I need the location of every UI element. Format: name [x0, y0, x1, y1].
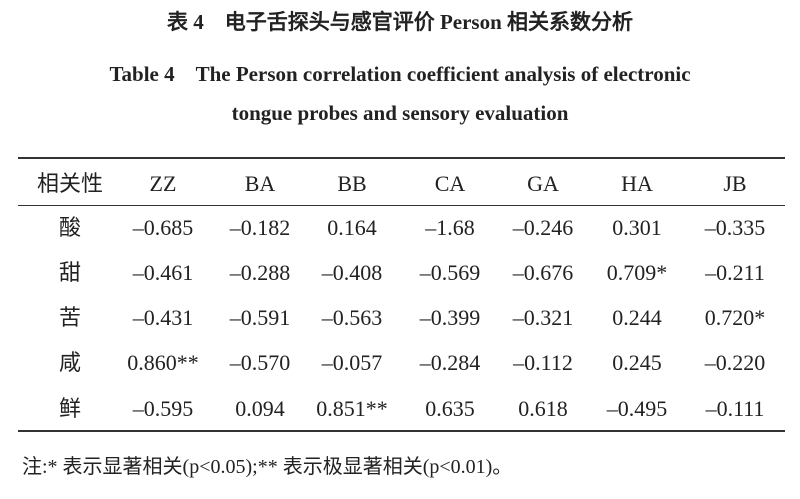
- table-note: 注:* 表示显著相关(p<0.05);** 表示极显著相关(p<0.01)。: [22, 456, 513, 478]
- table-header-rule: [18, 205, 785, 206]
- table-cell: 0.094: [235, 396, 285, 421]
- row-label: 咸: [58, 350, 82, 375]
- table-top-rule: [18, 157, 785, 159]
- table-cell: BB: [337, 171, 367, 196]
- table-cell: GA: [527, 171, 559, 196]
- table-row: 咸 0.860** –0.570 –0.057 –0.284 –0.112 0.245 –0.…: [18, 343, 785, 383]
- table-cell: –0.591: [229, 305, 291, 330]
- table-cell: –0.288: [229, 260, 291, 285]
- table-cell: 0.618: [518, 396, 568, 421]
- table-cell: –0.246: [512, 215, 574, 240]
- table-cell: 0.164: [327, 215, 377, 240]
- table-cell: BA: [244, 171, 276, 196]
- table-cell: –0.284: [419, 350, 481, 375]
- table-cell: –0.461: [132, 260, 194, 285]
- table-row: 甜 –0.461 –0.288 –0.408 –0.569 –0.676 0.709* –0.…: [18, 253, 785, 293]
- table-cell: 0.245: [612, 350, 662, 375]
- table-bottom-rule: [18, 430, 785, 432]
- table-cell: –0.211: [705, 260, 765, 285]
- table-cell: –0.335: [704, 215, 766, 240]
- table-cell: 0.244: [612, 305, 662, 330]
- table-cell: 0.851**: [316, 396, 388, 421]
- table-title-english-line2: tongue probes and sensory evaluation: [231, 101, 569, 125]
- table-cell: –0.676: [512, 260, 574, 285]
- table-cell: –0.321: [512, 305, 574, 330]
- table-cell: CA: [434, 171, 466, 196]
- row-label: 鲜: [58, 396, 82, 421]
- table-cell: –1.68: [425, 215, 475, 240]
- table-cell: –0.057: [321, 350, 383, 375]
- table-cell: JB: [723, 171, 747, 196]
- table-cell: –0.595: [132, 396, 194, 421]
- table-cell: –0.399: [419, 305, 481, 330]
- table-cell: –0.495: [606, 396, 668, 421]
- table-title-english-line1: Table 4 The Person correlation coefficie…: [109, 62, 691, 86]
- table-cell: –0.182: [229, 215, 291, 240]
- row-label: 苦: [58, 305, 82, 330]
- table-cell: 0.860**: [127, 350, 199, 375]
- table-cell: 0.720*: [704, 305, 766, 330]
- table-header-row: 相关性 ZZ BA BB CA GA HA JB: [18, 164, 785, 204]
- table-cell: –0.220: [704, 350, 766, 375]
- table-cell: –0.111: [705, 396, 765, 421]
- table-cell: –0.112: [513, 350, 573, 375]
- table-title-chinese: 表 4 电子舌探头与感官评价 Person 相关系数分析: [166, 10, 634, 34]
- table-cell: –0.570: [229, 350, 291, 375]
- table-cell: –0.563: [321, 305, 383, 330]
- table-row: 酸 –0.685 –0.182 0.164 –1.68 –0.246 0.301 –0.335: [18, 208, 785, 248]
- table-cell: 0.709*: [606, 260, 668, 285]
- table-cell: 0.301: [612, 215, 662, 240]
- table-cell: –0.431: [132, 305, 194, 330]
- table-cell: –0.569: [419, 260, 481, 285]
- table-row: 鲜 –0.595 0.094 0.851** 0.635 0.618 –0.495 –0.11…: [18, 389, 785, 429]
- row-label: 酸: [58, 215, 82, 240]
- table-cell: –0.408: [321, 260, 383, 285]
- row-label: 相关性: [36, 171, 104, 196]
- table-cell: –0.685: [132, 215, 194, 240]
- table-cell: ZZ: [149, 171, 177, 196]
- table-cell: HA: [621, 171, 653, 196]
- table-cell: 0.635: [425, 396, 475, 421]
- table-row: 苦 –0.431 –0.591 –0.563 –0.399 –0.321 0.244 0.72…: [18, 298, 785, 338]
- row-label: 甜: [58, 260, 82, 285]
